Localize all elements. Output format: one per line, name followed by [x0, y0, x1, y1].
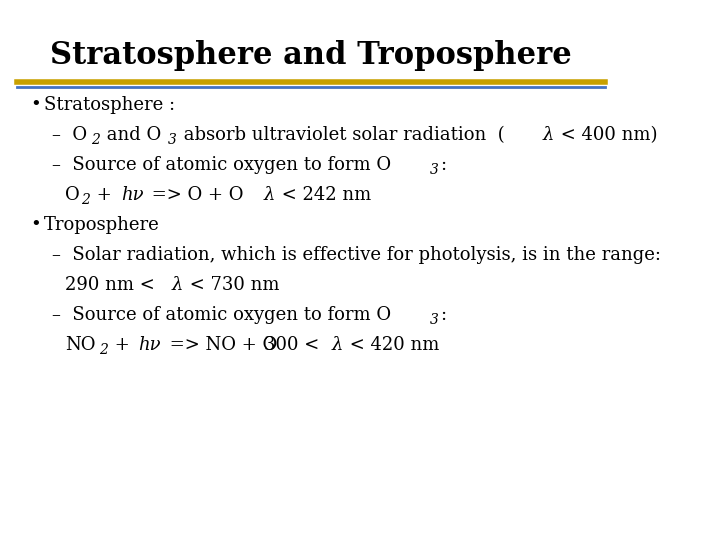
Text: and O: and O	[101, 126, 161, 144]
Text: •: •	[30, 96, 41, 114]
Text: 3: 3	[430, 313, 439, 327]
Text: hν: hν	[138, 336, 161, 354]
Text: λ: λ	[332, 336, 343, 354]
Text: λ: λ	[171, 276, 183, 294]
Text: 290 nm <: 290 nm <	[65, 276, 161, 294]
Text: Stratosphere :: Stratosphere :	[44, 96, 175, 114]
Text: 3: 3	[168, 133, 177, 147]
Text: λ: λ	[264, 186, 275, 204]
Text: Stratosphere and Troposphere: Stratosphere and Troposphere	[50, 40, 572, 71]
Text: –  Source of atomic oxygen to form O: – Source of atomic oxygen to form O	[52, 156, 391, 174]
Text: λ: λ	[543, 126, 554, 144]
Text: 2: 2	[99, 343, 108, 357]
Text: 2: 2	[81, 193, 90, 207]
Text: 3: 3	[430, 163, 439, 177]
Text: –  Source of atomic oxygen to form O: – Source of atomic oxygen to form O	[52, 306, 391, 324]
Text: NO: NO	[65, 336, 95, 354]
Text: :: :	[440, 306, 446, 324]
Text: O: O	[65, 186, 80, 204]
Text: < 400 nm): < 400 nm)	[555, 126, 658, 144]
Text: < 730 nm: < 730 nm	[184, 276, 279, 294]
Text: < 242 nm: < 242 nm	[276, 186, 372, 204]
Text: absorb ultraviolet solar radiation  (: absorb ultraviolet solar radiation (	[178, 126, 505, 144]
Text: –  O: – O	[52, 126, 87, 144]
Text: hν: hν	[121, 186, 143, 204]
Text: Troposphere: Troposphere	[44, 216, 160, 234]
Text: –  Solar radiation, which is effective for photolysis, is in the range:: – Solar radiation, which is effective fo…	[52, 246, 661, 264]
Text: :: :	[440, 156, 446, 174]
Text: => O + O: => O + O	[146, 186, 243, 204]
Text: +: +	[109, 336, 135, 354]
Text: 2: 2	[91, 133, 100, 147]
Text: 300 <: 300 <	[264, 336, 325, 354]
Text: +: +	[91, 186, 117, 204]
Text: => NO + O: => NO + O	[163, 336, 276, 354]
Text: < 420 nm: < 420 nm	[344, 336, 440, 354]
Text: •: •	[30, 216, 41, 234]
